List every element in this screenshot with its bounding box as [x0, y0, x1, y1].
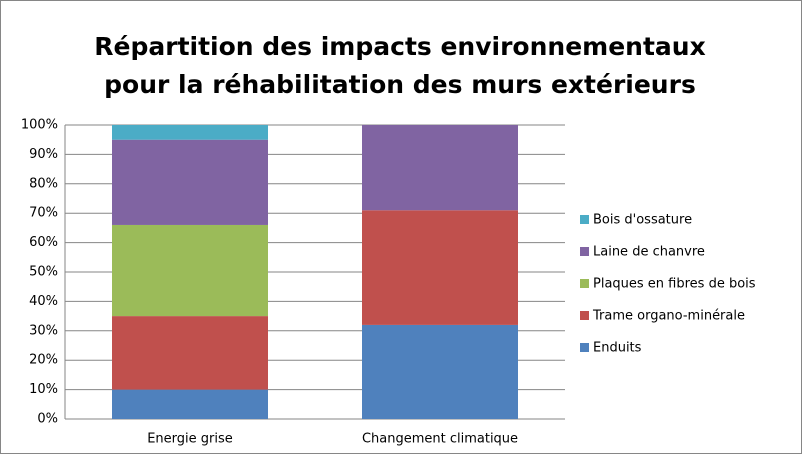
y-tick-label: 20% — [29, 353, 58, 368]
bar-segment — [362, 324, 518, 419]
legend-label: Bois d'ossature — [593, 213, 692, 228]
x-tick-label: Energie grise — [147, 432, 233, 447]
bar-segment — [112, 125, 268, 140]
bar-segment — [112, 316, 268, 390]
y-tick-label: 100% — [21, 118, 58, 133]
y-tick-label: 30% — [29, 323, 58, 338]
legend-swatch — [580, 311, 589, 320]
bar-segment — [112, 139, 268, 225]
x-tick-label: Changement climatique — [362, 432, 518, 447]
chart-title: Répartition des impacts environnementaux — [94, 32, 705, 61]
legend-swatch — [580, 215, 589, 224]
y-tick-label: 90% — [29, 147, 58, 162]
bar-segment — [362, 210, 518, 325]
legend-swatch — [580, 343, 589, 352]
legend-label: Plaques en fibres de bois — [593, 277, 756, 292]
y-tick-label: 60% — [29, 235, 58, 250]
y-tick-label: 40% — [29, 294, 58, 309]
legend-swatch — [580, 247, 589, 256]
legend-label: Trame organo-minérale — [592, 309, 745, 324]
y-tick-label: 80% — [29, 176, 58, 191]
bar-segment — [112, 389, 268, 419]
y-tick-label: 70% — [29, 206, 58, 221]
bar-segment — [112, 224, 268, 317]
legend-label: Enduits — [593, 341, 642, 356]
legend-label: Laine de chanvre — [593, 245, 705, 260]
y-tick-label: 50% — [29, 265, 58, 280]
y-tick-label: 10% — [29, 382, 58, 397]
chart-title: pour la réhabilitation des murs extérieu… — [104, 70, 696, 99]
bar-segment — [362, 125, 518, 211]
y-tick-label: 0% — [37, 412, 58, 427]
legend-swatch — [580, 279, 589, 288]
